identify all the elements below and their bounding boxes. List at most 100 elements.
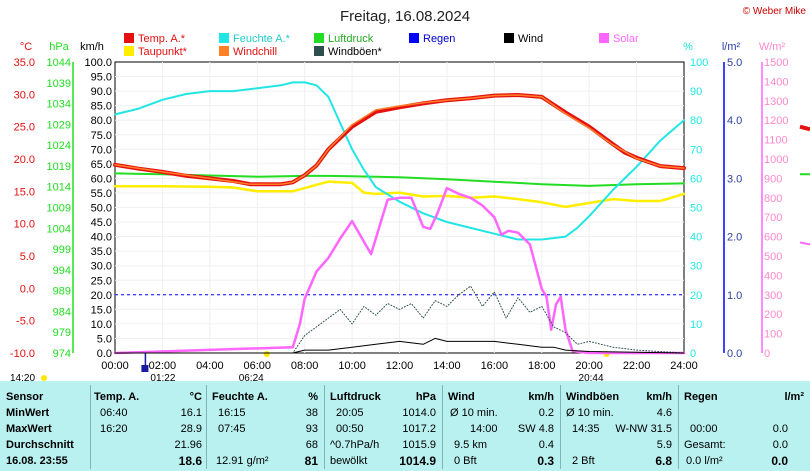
humidity-axis-label: %	[683, 41, 693, 53]
temp-axis-tick: 0.0	[20, 283, 35, 295]
x-axis-tick: 06:00	[243, 360, 271, 372]
wind-axis-tick: 55.0	[91, 188, 112, 200]
current-temp-value: 18.6	[178, 454, 202, 468]
edge-temp-mark	[799, 124, 810, 132]
header-humidity-unit: %	[308, 391, 318, 403]
sunset-time: 20:44	[579, 373, 604, 381]
legend-swatch	[219, 46, 229, 56]
wind-axis-tick: 0.0	[97, 348, 112, 360]
panel-divider	[206, 385, 207, 469]
copyright-text: © Weber Mike	[743, 6, 807, 17]
humidity-axis-tick: 30	[690, 261, 702, 273]
temp-axis-tick: 20.0	[14, 154, 35, 166]
min-gust-label: Ø 10 min.	[566, 407, 614, 419]
chart-legend: Temp. A.* Feuchte A.* Luftdruck Regen Wind So…	[124, 33, 639, 58]
solar-axis-tick: 300	[764, 290, 782, 302]
panel-divider	[90, 385, 91, 469]
panel-divider	[560, 385, 561, 469]
max-pres-time: 00:50	[336, 423, 364, 435]
header-rain-unit: l/m²	[784, 391, 804, 403]
series-line-luftdruck	[114, 172, 685, 187]
min-gust-value: 4.6	[656, 407, 672, 419]
pressure-axis-tick: 1034	[47, 99, 71, 111]
wind-axis-tick: 60.0	[91, 173, 112, 185]
rain-axis-label: l/m²	[722, 41, 741, 53]
avg-gust-value: 5.9	[656, 439, 672, 451]
rain-axis-tick: 4.0	[727, 115, 742, 127]
legend-label: Temp. A.*	[138, 33, 186, 45]
wind-axis-tick: 95.0	[91, 72, 112, 84]
wind-axis-tick: 80.0	[91, 115, 112, 127]
panel-divider	[324, 385, 325, 469]
wind-axis-tick: 70.0	[91, 144, 112, 156]
max-temp-value: 28.9	[180, 423, 202, 435]
series-line-feuchte-a	[114, 81, 685, 241]
sun-icon	[41, 375, 47, 381]
wind-axis-tick: 45.0	[91, 217, 112, 229]
humidity-axis-tick: 40	[690, 232, 702, 244]
solar-axis-tick: 1200	[764, 115, 788, 127]
legend-label: Windchill	[233, 46, 277, 58]
temp-axis-tick: 35.0	[14, 57, 35, 69]
x-axis-tick: 18:00	[528, 360, 556, 372]
header-sensor: Sensor	[6, 391, 44, 403]
x-axis-tick: 12:00	[386, 360, 414, 372]
wind-axis-tick: 90.0	[91, 86, 112, 98]
rain-axis-tick: 3.0	[727, 173, 742, 185]
min-wind-value: 0.2	[538, 407, 554, 419]
x-axis-tick: 22:00	[623, 360, 651, 372]
header-gust-unit: km/h	[646, 391, 672, 403]
wind-axis-tick: 40.0	[91, 232, 112, 244]
chart-axes: 100.095.090.085.080.075.070.065.060.055.…	[10, 41, 788, 381]
header-rain: Regen	[684, 391, 718, 403]
avg-rain-label: Gesamt:	[684, 439, 726, 451]
wind-axis-tick: 20.0	[91, 290, 112, 302]
legend-label: Solar	[613, 33, 639, 45]
solar-axis-tick: 800	[764, 193, 782, 205]
temp-axis-tick: 30.0	[14, 89, 35, 101]
pressure-axis-tick: 1044	[47, 57, 71, 69]
rain-axis-tick: 5.0	[727, 57, 742, 69]
max-hum-value: 93	[305, 423, 318, 435]
legend-label: Windböen*	[328, 46, 383, 58]
wind-axis-tick: 35.0	[91, 246, 112, 258]
min-pres-time: 20:05	[336, 407, 364, 419]
wind-axis-tick: 65.0	[91, 159, 112, 171]
wind-axis-tick: 5.0	[97, 333, 112, 345]
x-axis-tick: 14:00	[433, 360, 461, 372]
panel-divider	[678, 385, 679, 469]
solar-axis-label: W/m²	[759, 41, 786, 53]
row-min-label: MinWert	[6, 407, 50, 419]
legend-swatch	[124, 33, 134, 43]
solar-axis-tick: 1400	[764, 76, 788, 88]
humidity-axis-tick: 100	[690, 57, 708, 69]
max-gust-value: W-NW 31.5	[615, 423, 672, 435]
humidity-axis-tick: 80	[690, 115, 702, 127]
weather-chart: 100.095.090.085.080.075.070.065.060.055.…	[10, 6, 810, 381]
series-line-wind	[114, 337, 685, 354]
legend-swatch	[124, 46, 134, 56]
row-avg-label: Durchschnitt	[6, 439, 74, 451]
moon-icon	[141, 365, 149, 372]
series-line-windböen	[114, 285, 685, 354]
min-pres-value: 1014.0	[402, 407, 436, 419]
legend-label: Luftdruck	[328, 33, 374, 45]
edge-solar-mark	[799, 241, 810, 246]
row-max-label: MaxWert	[6, 423, 52, 435]
pressure-axis-tick: 974	[53, 348, 71, 360]
legend-swatch	[314, 46, 324, 56]
max-pres-value: 1017.2	[402, 423, 436, 435]
sun-icon	[263, 351, 270, 357]
current-pres-label: bewölkt	[330, 455, 368, 467]
header-temp-unit: °C	[189, 391, 202, 403]
x-axis-tick: 02:00	[149, 360, 177, 372]
current-wind-label: 0 Bft	[454, 455, 477, 467]
header-pressure: Luftdruck	[330, 391, 381, 403]
max-wind-time: 14:00	[470, 423, 498, 435]
legend-label: Regen	[423, 33, 455, 45]
x-axis-tick: 04:00	[196, 360, 224, 372]
legend-label: Feuchte A.*	[233, 33, 291, 45]
avg-rain-value: 0.0	[772, 439, 788, 451]
current-rain-value: 0.0	[771, 454, 788, 468]
